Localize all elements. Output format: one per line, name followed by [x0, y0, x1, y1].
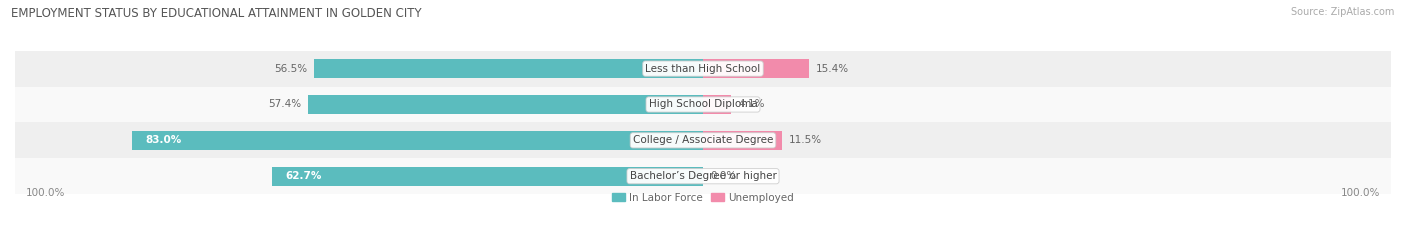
Bar — [15, 122, 1391, 158]
Text: 15.4%: 15.4% — [815, 64, 849, 74]
Bar — [15, 51, 1391, 86]
Text: 11.5%: 11.5% — [789, 135, 823, 145]
Text: 83.0%: 83.0% — [146, 135, 181, 145]
Text: Bachelor’s Degree or higher: Bachelor’s Degree or higher — [630, 171, 776, 181]
Bar — [703, 59, 808, 78]
Text: High School Diploma: High School Diploma — [648, 99, 758, 110]
Text: 100.0%: 100.0% — [25, 188, 65, 199]
Bar — [15, 158, 1391, 194]
Bar — [703, 95, 731, 114]
Text: 56.5%: 56.5% — [274, 64, 308, 74]
Text: 4.1%: 4.1% — [738, 99, 765, 110]
Text: 100.0%: 100.0% — [1341, 188, 1381, 199]
Bar — [315, 59, 703, 78]
Bar — [703, 131, 782, 150]
Text: College / Associate Degree: College / Associate Degree — [633, 135, 773, 145]
Bar — [15, 86, 1391, 122]
Text: Less than High School: Less than High School — [645, 64, 761, 74]
Bar — [308, 95, 703, 114]
Text: EMPLOYMENT STATUS BY EDUCATIONAL ATTAINMENT IN GOLDEN CITY: EMPLOYMENT STATUS BY EDUCATIONAL ATTAINM… — [11, 7, 422, 20]
Text: 0.0%: 0.0% — [710, 171, 737, 181]
Text: 57.4%: 57.4% — [269, 99, 301, 110]
Legend: In Labor Force, Unemployed: In Labor Force, Unemployed — [609, 188, 797, 207]
Bar — [132, 131, 703, 150]
Text: 62.7%: 62.7% — [285, 171, 322, 181]
Text: Source: ZipAtlas.com: Source: ZipAtlas.com — [1291, 7, 1395, 17]
Bar — [271, 167, 703, 185]
